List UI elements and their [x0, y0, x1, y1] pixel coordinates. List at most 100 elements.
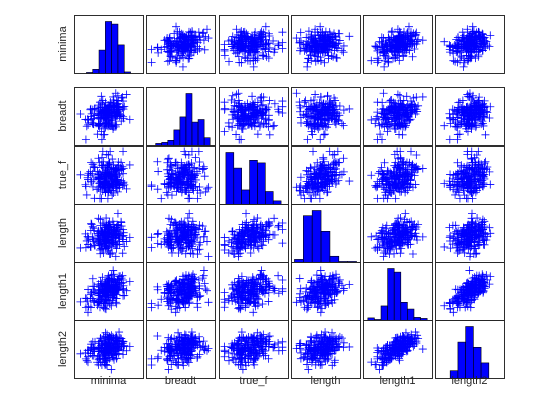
point-minima-true_f-172 — [250, 41, 259, 50]
point-minima-length-162 — [302, 42, 311, 51]
point-minima-length-165 — [304, 37, 313, 46]
point-breadt-true_f-168 — [238, 106, 247, 115]
point-breadt-length-122 — [345, 104, 354, 113]
point-minima-length-73 — [307, 56, 316, 65]
point-minima-true_f-37 — [262, 52, 271, 61]
point-breadt-length-94 — [296, 113, 305, 122]
point-breadt-true_f-147 — [234, 114, 243, 123]
point-minima-length1-69 — [399, 52, 408, 61]
point-minima-breadt-53 — [163, 57, 172, 66]
histogram-bar-minima-2 — [98, 49, 106, 74]
point-breadt-true_f-187 — [238, 124, 247, 133]
point-minima-length2-196 — [476, 33, 485, 42]
point-breadt-minima-177 — [125, 115, 134, 124]
point-breadt-minima-187 — [109, 124, 118, 133]
histogram-bar-breadt-5 — [185, 93, 193, 146]
point-breadt-length-87 — [292, 89, 301, 98]
point-breadt-true_f-197 — [246, 115, 255, 124]
point-minima-breadt-81 — [157, 45, 166, 54]
point-minima-true_f-150 — [274, 41, 283, 50]
point-breadt-minima-153 — [94, 113, 103, 122]
point-minima-length2-192 — [457, 36, 466, 45]
point-breadt-minima-198 — [98, 100, 107, 109]
point-minima-length1-148 — [373, 58, 382, 67]
point-breadt-true_f-189 — [243, 103, 252, 112]
histogram-bar-true_f-4 — [257, 162, 266, 205]
point-minima-breadt-198 — [190, 44, 199, 53]
point-minima-length1-37 — [408, 52, 417, 61]
point-minima-breadt-172 — [169, 41, 178, 50]
point-breadt-true_f-185 — [239, 112, 248, 121]
point-minima-length1-179 — [393, 44, 402, 53]
point-breadt-true_f-116 — [260, 119, 269, 128]
point-minima-length1-105 — [388, 27, 397, 36]
point-minima-breadt-195 — [175, 43, 184, 52]
point-minima-true_f-14 — [264, 54, 273, 63]
point-minima-true_f-190 — [270, 48, 279, 57]
point-minima-length-96 — [296, 28, 305, 37]
histogram-bar-length-0 — [294, 259, 304, 263]
point-breadt-true_f-169 — [237, 108, 246, 117]
point-breadt-true_f-156 — [228, 91, 237, 100]
point-minima-length1-181 — [411, 30, 420, 39]
point-minima-length1-165 — [375, 37, 384, 46]
point-minima-length-176 — [320, 58, 329, 67]
point-minima-length2-176 — [460, 58, 469, 67]
point-minima-breadt-137 — [187, 31, 196, 40]
point-minima-true_f-95 — [265, 43, 274, 52]
point-minima-true_f-103 — [269, 36, 278, 45]
point-minima-true_f-116 — [260, 44, 269, 53]
point-minima-breadt-104 — [199, 36, 208, 45]
point-breadt-true_f-131 — [265, 96, 274, 105]
point-breadt-minima-192 — [108, 116, 117, 125]
point-minima-length2-198 — [470, 44, 479, 53]
histogram-bar-minima-5 — [117, 44, 125, 74]
point-minima-breadt-95 — [153, 43, 162, 52]
point-breadt-length-128 — [316, 93, 325, 102]
histogram-bar-true_f-5 — [265, 191, 274, 205]
point-breadt-true_f-103 — [269, 122, 278, 131]
histogram-bar-true_f-6 — [272, 200, 282, 205]
point-minima-true_f-155 — [249, 62, 258, 71]
point-minima-true_f-106 — [229, 46, 238, 55]
point-minima-length2-177 — [468, 22, 477, 31]
point-breadt-true_f-81 — [220, 127, 229, 136]
point-minima-true_f-186 — [228, 42, 237, 51]
point-breadt-true_f-24 — [248, 92, 257, 101]
histogram-bar-length-4 — [329, 255, 340, 263]
point-minima-true_f-74 — [278, 28, 287, 37]
point-breadt-minima-81 — [97, 127, 106, 136]
point-minima-length2-195 — [474, 43, 483, 52]
point-minima-length-105 — [304, 27, 313, 36]
point-minima-breadt-187 — [160, 36, 169, 45]
point-minima-true_f-196 — [252, 33, 261, 42]
point-breadt-minima-172 — [102, 117, 111, 126]
histogram-bar-length1-2 — [380, 305, 388, 321]
point-breadt-minima-185 — [119, 112, 128, 121]
point-breadt-length-133 — [301, 96, 310, 105]
point-minima-length-190 — [339, 48, 348, 57]
point-breadt-true_f-161 — [262, 120, 271, 129]
point-minima-length-183 — [315, 34, 324, 43]
point-breadt-minima-194 — [104, 105, 113, 114]
point-breadt-minima-113 — [88, 118, 97, 127]
histogram-bar-breadt-2 — [167, 140, 175, 146]
point-breadt-minima-53 — [82, 122, 91, 131]
point-breadt-minima-131 — [114, 96, 123, 105]
point-minima-length-193 — [319, 35, 328, 44]
point-minima-length1-162 — [371, 42, 380, 51]
point-breadt-true_f-79 — [232, 90, 241, 99]
point-minima-length2-172 — [451, 41, 460, 50]
point-minima-breadt-97 — [173, 52, 182, 61]
point-minima-length1-184 — [382, 46, 391, 55]
point-breadt-true_f-122 — [242, 104, 251, 113]
point-minima-true_f-197 — [246, 56, 255, 65]
point-minima-breadt-68 — [184, 54, 193, 63]
point-minima-length1-195 — [392, 43, 401, 52]
point-breadt-true_f-194 — [248, 105, 257, 114]
histogram-bar-true_f-2 — [241, 189, 250, 205]
point-minima-length2-148 — [453, 58, 462, 67]
point-minima-true_f-174 — [237, 45, 246, 54]
point-breadt-minima-24 — [97, 92, 106, 101]
point-minima-true_f-191 — [245, 36, 254, 45]
